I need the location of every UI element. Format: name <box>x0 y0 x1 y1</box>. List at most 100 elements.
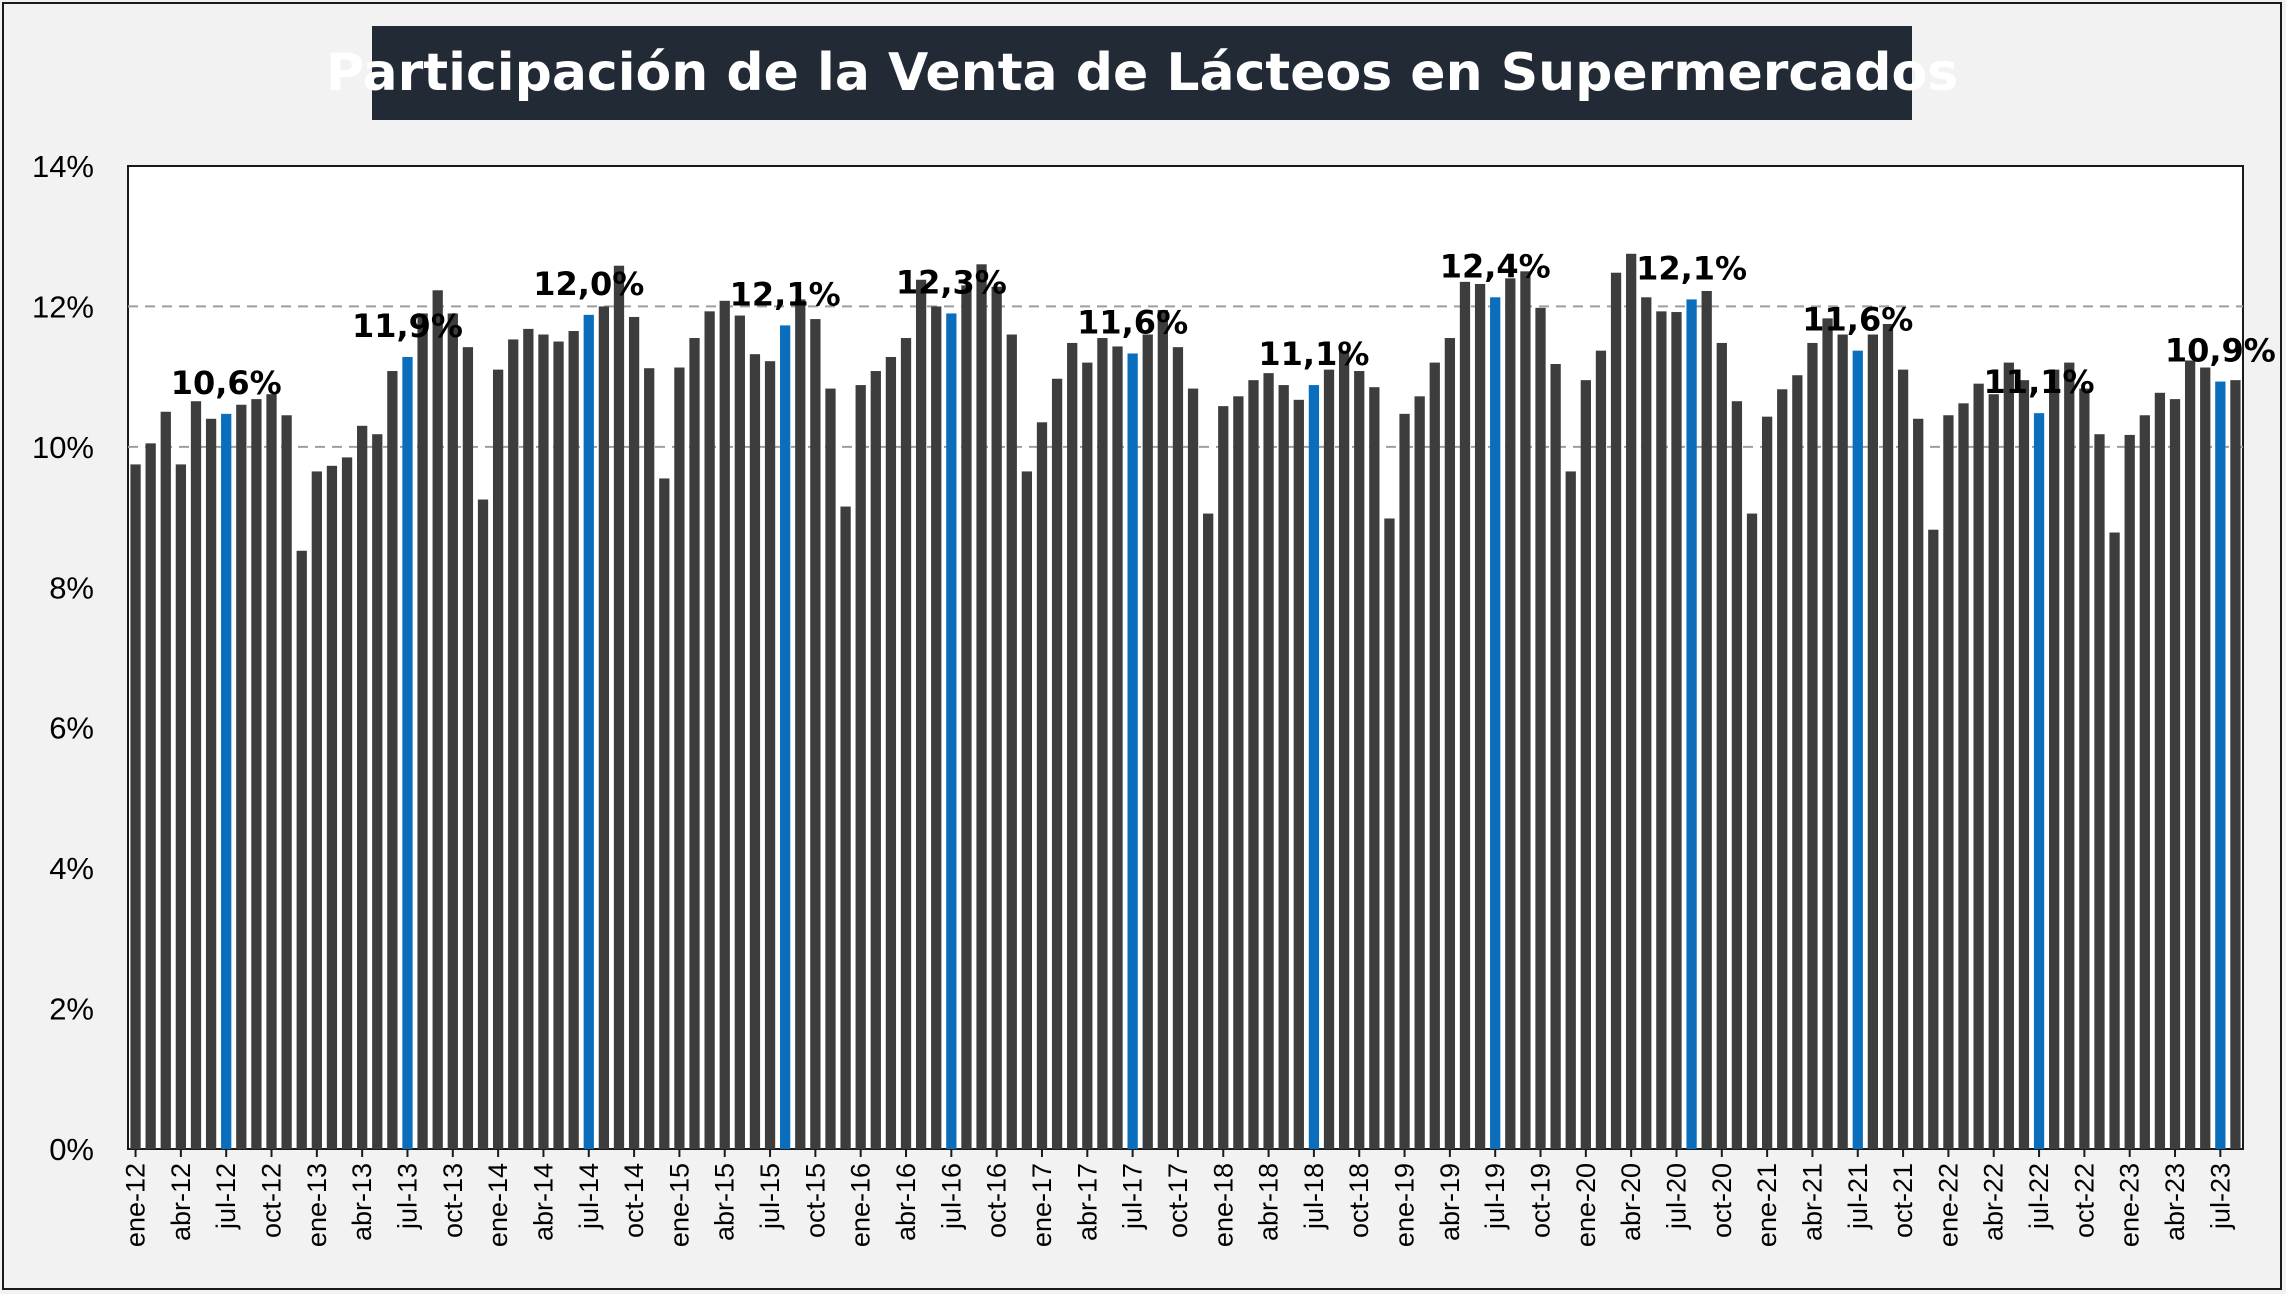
bar <box>1323 369 1335 1149</box>
bar <box>372 434 383 1149</box>
x-tick-label: jul-23 <box>2205 1163 2235 1230</box>
bar <box>825 388 836 1149</box>
x-tick-label: oct-20 <box>1707 1163 1737 1238</box>
data-label: 10,6% <box>171 364 282 402</box>
data-label: 12,1% <box>730 275 841 313</box>
x-tick-label: ene-17 <box>1027 1163 1057 1247</box>
bar <box>1958 403 1969 1149</box>
y-axis: 0% 2% 4% 6% 8% 10% 12% 14% <box>32 149 94 1167</box>
bar <box>1293 399 1304 1149</box>
bar <box>1897 369 1909 1149</box>
bar <box>462 347 474 1150</box>
x-tick-label: ene-18 <box>1208 1163 1238 1247</box>
bar-highlight <box>1127 353 1138 1149</box>
x-tick-label: jul-13 <box>392 1163 422 1230</box>
bar <box>1928 529 1939 1149</box>
bar <box>644 368 655 1149</box>
bar <box>795 299 806 1150</box>
data-label: 11,6% <box>1802 301 1913 339</box>
x-tick-label: jul-12 <box>211 1163 241 1230</box>
bar <box>764 361 776 1150</box>
y-tick-label: 14% <box>32 149 94 184</box>
bar <box>2049 369 2060 1149</box>
x-tick-label: ene-12 <box>121 1163 151 1247</box>
bar <box>568 331 579 1150</box>
bar <box>991 286 1002 1150</box>
bar-highlight <box>1686 299 1697 1150</box>
bar <box>1988 394 1999 1150</box>
bar <box>2064 362 2075 1150</box>
bar <box>1882 323 1894 1149</box>
bar <box>1006 334 1017 1149</box>
bar <box>855 385 866 1149</box>
bar <box>1172 347 1184 1150</box>
x-tick-label: jul-18 <box>1299 1163 1329 1230</box>
bar <box>674 367 685 1149</box>
bar <box>538 334 549 1149</box>
bar <box>2109 532 2120 1149</box>
bar <box>1399 413 1410 1149</box>
x-tick-label: oct-14 <box>619 1163 649 1238</box>
bar <box>1036 422 1048 1150</box>
x-tick-label: ene-21 <box>1752 1163 1782 1247</box>
bar <box>870 371 881 1149</box>
y-tick-label: 10% <box>32 430 94 465</box>
bar <box>1777 389 1788 1149</box>
bar <box>553 341 564 1149</box>
x-tick-label: jul-17 <box>1118 1163 1148 1230</box>
x-tick-label: ene-13 <box>302 1163 332 1247</box>
bar <box>1067 342 1078 1149</box>
bar <box>492 369 504 1149</box>
bar-highlight <box>1852 350 1863 1149</box>
x-tick-label: oct-13 <box>438 1163 468 1238</box>
bar <box>2154 392 2166 1150</box>
bar <box>205 418 217 1149</box>
y-tick-label: 2% <box>49 992 94 1027</box>
bar <box>734 315 745 1150</box>
bar <box>719 300 730 1150</box>
bar <box>2003 362 2014 1150</box>
bar <box>130 464 141 1149</box>
bar <box>2200 367 2211 1149</box>
bar <box>749 354 761 1149</box>
x-tick-label: abr-13 <box>347 1163 377 1241</box>
x-tick-label: abr-17 <box>1072 1163 1102 1241</box>
bar <box>251 399 262 1149</box>
x-axis: ene-12 abr-12 jul-12 oct-12 ene-13 abr-13 jul-… <box>121 1149 2235 1247</box>
x-tick-label: oct-16 <box>982 1163 1012 1238</box>
bar <box>1610 272 1622 1149</box>
bar <box>1716 342 1727 1149</box>
x-tick-label: jul-16 <box>936 1163 966 1230</box>
x-tick-label: jul-14 <box>574 1163 604 1230</box>
bar <box>477 499 489 1150</box>
bar <box>1746 513 1758 1149</box>
bar <box>628 316 640 1150</box>
bar <box>961 285 972 1150</box>
bar <box>432 290 443 1149</box>
bar <box>523 328 534 1149</box>
bar <box>931 306 942 1149</box>
bar <box>1626 253 1637 1150</box>
x-tick-label: jul-21 <box>1843 1163 1873 1230</box>
bar <box>1535 307 1546 1149</box>
bar <box>1837 334 1848 1149</box>
x-tick-label: ene-22 <box>1933 1163 1963 1247</box>
bar <box>2184 360 2196 1150</box>
bar <box>236 404 247 1149</box>
bar <box>387 371 398 1149</box>
x-tick-label: abr-20 <box>1616 1163 1646 1241</box>
data-labels: 10,6% 11,9% 12,0% 12,1% 12,3% 11,6% 11,1% 12,4%… <box>171 247 2276 402</box>
bar <box>659 478 670 1149</box>
bar <box>190 401 202 1149</box>
bar <box>1248 380 1259 1149</box>
y-tick-label: 12% <box>32 289 94 324</box>
x-tick-label: oct-21 <box>1888 1163 1918 1238</box>
x-tick-label: jul-19 <box>1480 1163 1510 1230</box>
bar-highlight <box>1490 297 1501 1149</box>
bar <box>840 506 851 1149</box>
bar <box>613 265 625 1149</box>
x-tick-label: abr-21 <box>1797 1163 1827 1241</box>
bar <box>2139 415 2150 1149</box>
x-tick-label: ene-14 <box>483 1163 513 1247</box>
bar <box>1943 415 1954 1149</box>
